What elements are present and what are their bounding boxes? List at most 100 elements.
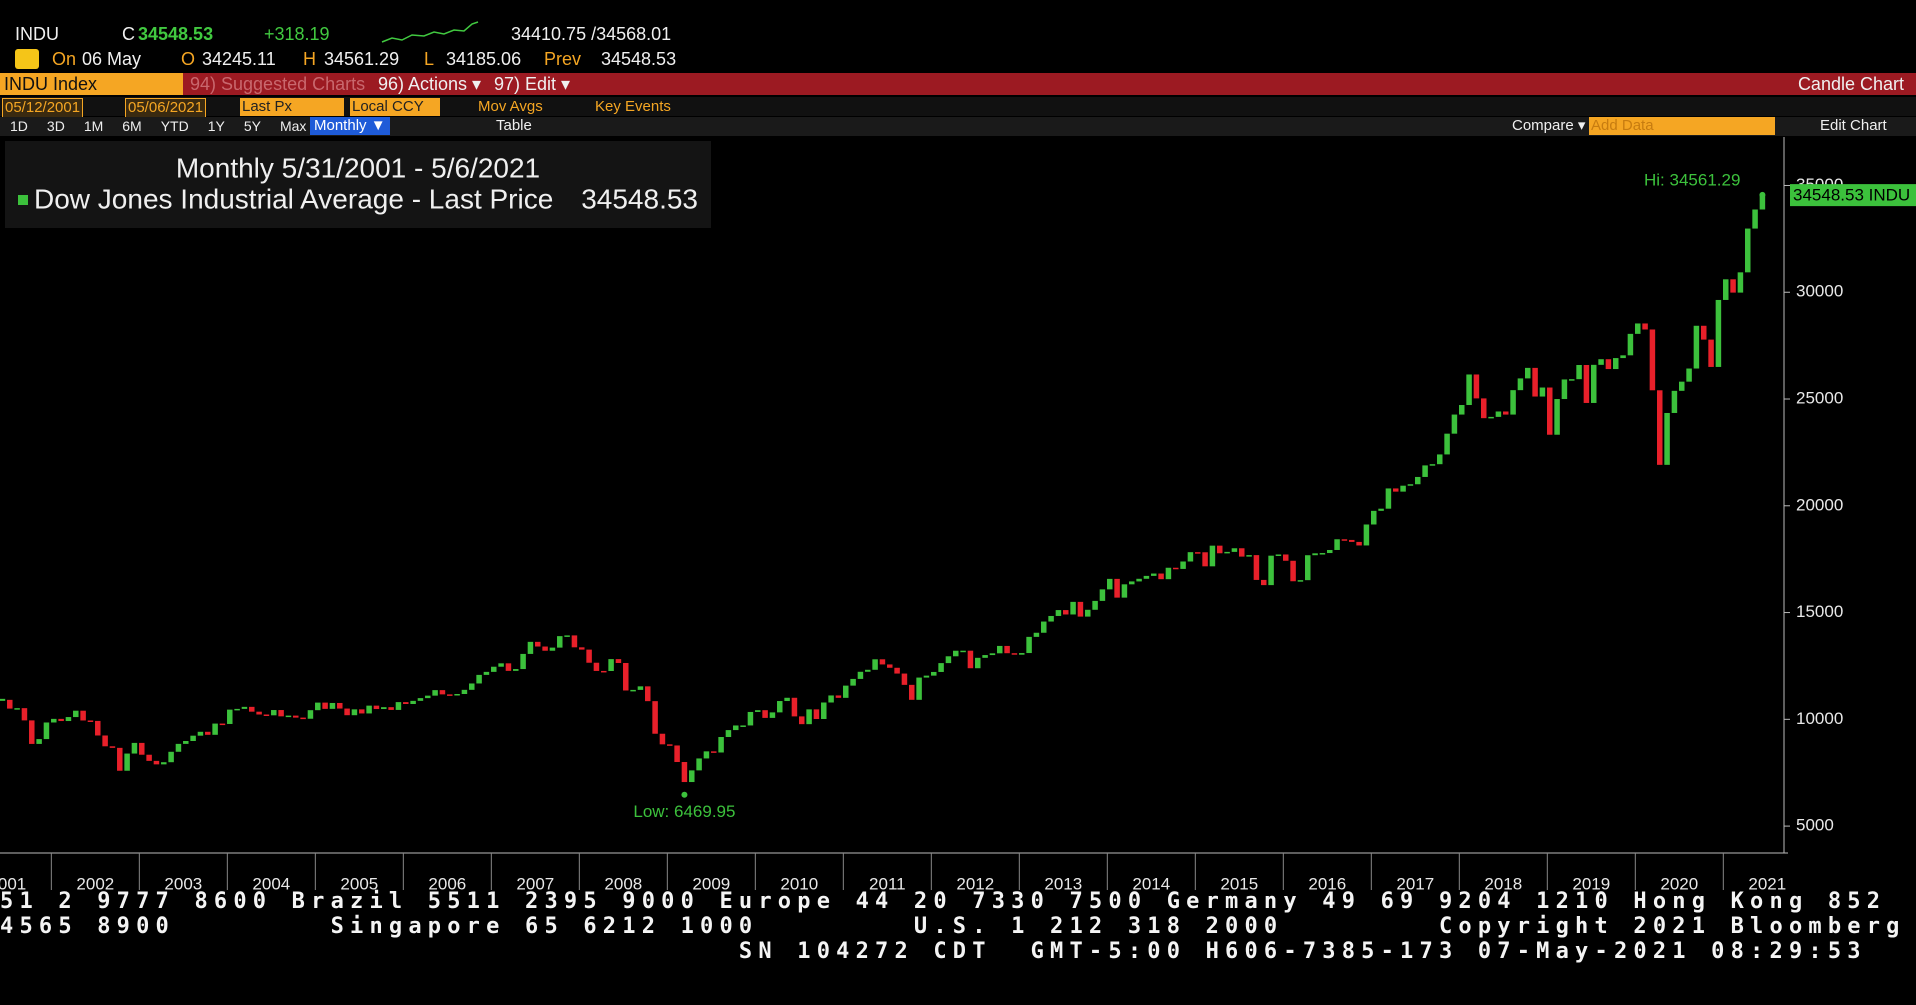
- candle-body: [1085, 609, 1091, 617]
- candle-body: [975, 657, 981, 669]
- period-button[interactable]: 3D: [46, 118, 65, 134]
- candle-body: [1400, 485, 1406, 492]
- legend-box: [5, 141, 711, 228]
- x-tick-label: 2016: [1308, 874, 1346, 890]
- candle-body: [601, 670, 607, 673]
- candle-body: [1700, 325, 1707, 340]
- edit-chart[interactable]: Edit Chart: [1820, 117, 1887, 134]
- candle-body: [791, 697, 798, 717]
- security[interactable]: INDU Index: [4, 74, 98, 94]
- y-tick-label: 25000: [1796, 388, 1843, 407]
- mov-avgs[interactable]: Mov Avgs: [478, 98, 543, 115]
- period-button[interactable]: Max: [279, 118, 307, 134]
- end-date[interactable]: 05/06/2021: [125, 98, 207, 118]
- candle-body: [1231, 548, 1238, 552]
- candle-body: [1481, 398, 1487, 419]
- x-tick-label: 2002: [76, 874, 114, 890]
- candle-body: [799, 716, 805, 725]
- table-button[interactable]: Table: [496, 117, 532, 134]
- candle-body: [1048, 615, 1054, 622]
- candle-body: [1261, 579, 1267, 586]
- add-data[interactable]: Add Data: [1589, 117, 1775, 135]
- candle-body: [1341, 539, 1348, 541]
- security-box[interactable]: [0, 73, 183, 95]
- candle-body: [1568, 379, 1575, 381]
- candle-body: [916, 677, 922, 700]
- candle-body: [109, 746, 116, 748]
- candle-body: [1246, 555, 1252, 557]
- period-button[interactable]: 6M: [122, 118, 142, 134]
- period-button[interactable]: 1Y: [207, 118, 225, 134]
- clock-icon[interactable]: [15, 49, 39, 69]
- candle-body: [1539, 387, 1546, 397]
- footer-line: 51 2 9777 8600 Brazil 5511 2395 9000 Eur…: [0, 889, 1887, 914]
- x-tick-label: 2009: [692, 874, 730, 890]
- candle-body: [21, 708, 28, 721]
- actions-menu[interactable]: 96) Actions ▾: [378, 74, 482, 94]
- candle-body: [659, 733, 666, 745]
- candle-body: [447, 694, 453, 696]
- x-tick-label: 2021: [1748, 874, 1786, 890]
- candle-body: [403, 702, 409, 704]
- candle-body: [1378, 508, 1384, 511]
- candle-body: [1598, 359, 1604, 365]
- candle-body: [227, 709, 233, 724]
- candle-body: [271, 710, 277, 716]
- candle-body: [344, 708, 350, 716]
- suggested-charts[interactable]: 94) Suggested Charts: [190, 74, 366, 94]
- currency[interactable]: Local CCY: [350, 98, 440, 116]
- candle-body: [725, 730, 732, 738]
- candle-body: [615, 659, 622, 663]
- high-label: Hi: 34561.29: [1644, 170, 1740, 189]
- candle-body: [1202, 552, 1208, 567]
- candle-body: [337, 702, 343, 709]
- candle-body: [960, 650, 966, 653]
- period-button[interactable]: YTD: [160, 118, 189, 134]
- candle-body: [219, 723, 226, 726]
- candle-body: [703, 751, 710, 759]
- candle-body: [1312, 553, 1318, 556]
- candle-body: [938, 663, 944, 672]
- candle-body: [1678, 381, 1685, 391]
- candle-body: [1334, 539, 1340, 550]
- candle-body: [989, 653, 996, 656]
- candle-body: [175, 743, 182, 752]
- period-bar: [0, 117, 1916, 136]
- candle-body: [95, 720, 101, 736]
- candle-body: [718, 737, 724, 753]
- candle-body: [1686, 368, 1692, 382]
- candle-body: [124, 753, 130, 771]
- low-marker: [681, 791, 688, 798]
- candle-body: [300, 717, 306, 720]
- compare[interactable]: Compare ▾: [1512, 117, 1586, 134]
- period-button[interactable]: 1M: [83, 118, 104, 134]
- candle-body: [1019, 653, 1025, 655]
- candle-body: [1759, 195, 1766, 210]
- period-buttons: 1D 3D 1M 6M YTD 1Y 5Y Max: [10, 117, 306, 136]
- candle-body: [1275, 554, 1282, 556]
- x-tick-label: 2013: [1044, 874, 1082, 890]
- candle-body: [395, 702, 402, 710]
- key-events[interactable]: Key Events: [595, 98, 671, 115]
- period-button[interactable]: 5Y: [243, 118, 261, 134]
- candle-body: [1070, 601, 1076, 615]
- candle-body: [1349, 539, 1355, 542]
- candle-body: [1590, 364, 1597, 403]
- period-button[interactable]: 1D: [10, 118, 28, 134]
- frequency[interactable]: Monthly ▼: [310, 117, 390, 135]
- field[interactable]: Last Px: [240, 98, 344, 116]
- candle-body: [14, 708, 20, 710]
- candle-body: [1466, 374, 1472, 406]
- candle-body: [527, 641, 534, 654]
- candle-body: [1429, 464, 1436, 466]
- candle-body: [1495, 411, 1502, 417]
- candle-body: [894, 667, 900, 674]
- last-tag-box: [1790, 184, 1916, 207]
- candle-body: [1283, 554, 1289, 561]
- candle-body: [747, 711, 754, 726]
- candle-body: [1268, 555, 1274, 586]
- on-label: On: [52, 49, 77, 69]
- edit-menu[interactable]: 97) Edit ▾: [494, 74, 571, 94]
- candle-body: [740, 725, 746, 727]
- candle-body: [329, 702, 336, 709]
